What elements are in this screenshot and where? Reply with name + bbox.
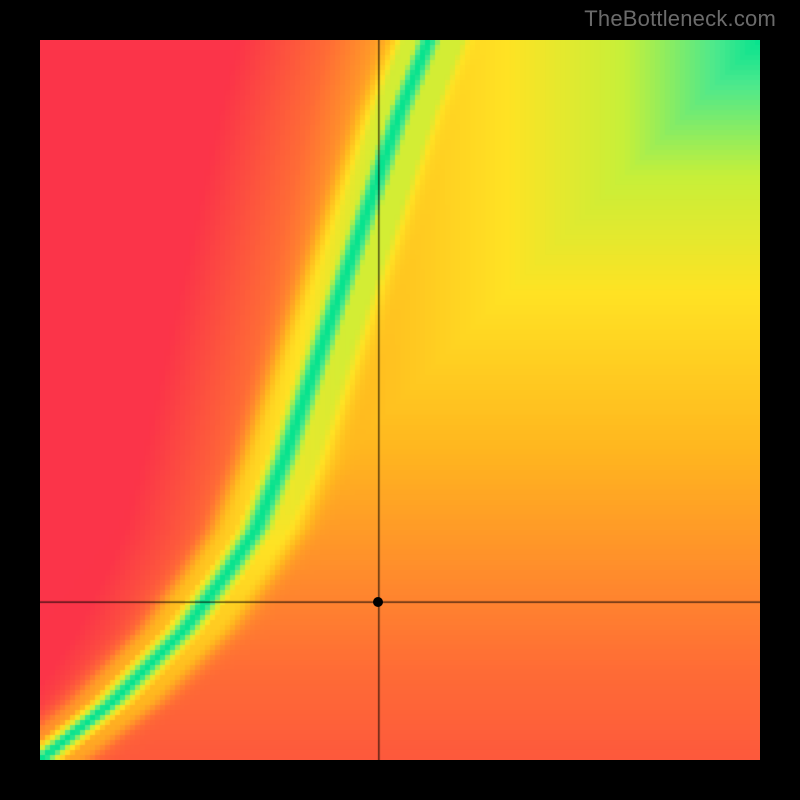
heatmap-canvas <box>40 40 760 760</box>
watermark-text: TheBottleneck.com <box>584 6 776 32</box>
chart-container: TheBottleneck.com <box>0 0 800 800</box>
crosshair-point <box>373 597 383 607</box>
plot-area <box>40 40 760 760</box>
